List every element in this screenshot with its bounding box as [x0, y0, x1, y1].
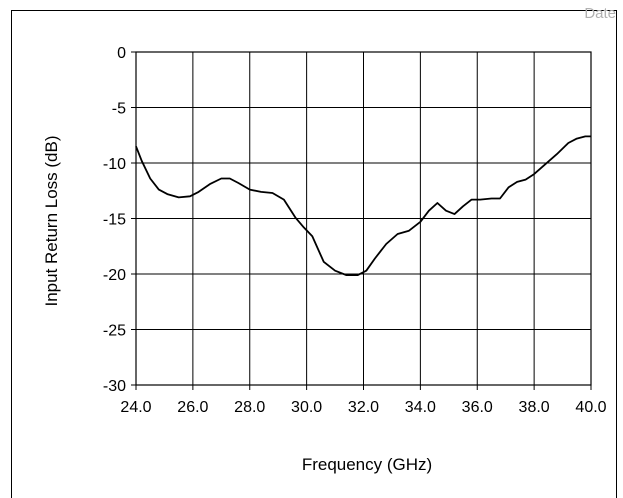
y-tick-label: -10 — [103, 156, 126, 173]
chart-frame: Date — [11, 5, 617, 498]
y-tick-label: -15 — [103, 212, 126, 229]
axis-ticks — [131, 51, 592, 390]
x-tick-label: 26.0 — [177, 399, 208, 416]
watermark-text: Date — [584, 5, 616, 22]
x-tick-label: 28.0 — [234, 399, 265, 416]
y-axis-title: Input Return Loss (dB) — [42, 135, 61, 306]
y-tick-label: -5 — [112, 101, 126, 118]
x-tick-label: 30.0 — [291, 399, 322, 416]
y-tick-label: -25 — [103, 323, 126, 340]
x-tick-label: 36.0 — [462, 399, 493, 416]
x-tick-label: 32.0 — [348, 399, 379, 416]
y-axis-tick-labels: 0 -5 -10 -15 -20 -25 -30 — [103, 45, 126, 395]
y-tick-label: 0 — [117, 45, 126, 62]
x-tick-label: 24.0 — [120, 399, 151, 416]
x-tick-label: 40.0 — [575, 399, 606, 416]
series-group — [135, 135, 591, 277]
x-tick-label: 34.0 — [405, 399, 436, 416]
x-axis-title: Frequency (GHz) — [302, 455, 432, 474]
y-tick-label: -30 — [103, 378, 126, 395]
x-axis-tick-labels: 24.0 26.0 28.0 30.0 32.0 34.0 36.0 38.0 40.0 — [120, 399, 606, 416]
series-line — [135, 135, 591, 277]
grid-lines — [135, 51, 592, 386]
y-tick-label: -20 — [103, 267, 126, 284]
x-tick-label: 38.0 — [519, 399, 550, 416]
